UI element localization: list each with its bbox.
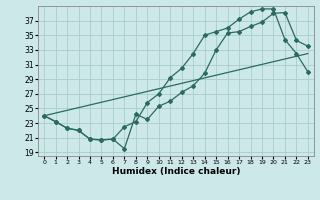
X-axis label: Humidex (Indice chaleur): Humidex (Indice chaleur) [112,167,240,176]
